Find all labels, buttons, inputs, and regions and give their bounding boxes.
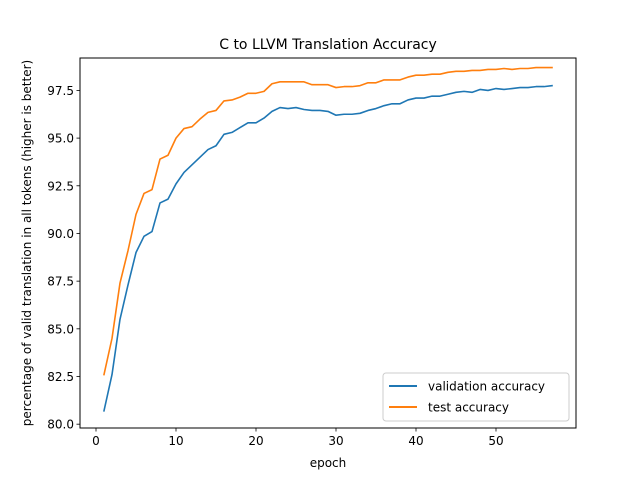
x-tick-label: 50 xyxy=(488,434,503,448)
x-tick-label: 40 xyxy=(408,434,423,448)
y-tick-label: 95.0 xyxy=(47,132,74,146)
chart-title: C to LLVM Translation Accuracy xyxy=(219,37,437,53)
x-tick-label: 0 xyxy=(92,434,100,448)
y-tick-label: 90.0 xyxy=(47,227,74,241)
legend: validation accuracy test accuracy xyxy=(382,372,570,422)
series-layer xyxy=(103,66,553,412)
y-tick-label: 87.5 xyxy=(47,275,74,289)
y-tick-label: 85.0 xyxy=(47,322,74,336)
legend-label-validation: validation accuracy xyxy=(428,380,545,394)
y-tick-label: 97.5 xyxy=(47,84,74,98)
y-axis-label: percentage of valid translation in all t… xyxy=(20,60,34,426)
test-accuracy-line xyxy=(103,66,553,376)
y-tick-label: 80.0 xyxy=(47,418,74,432)
legend-box xyxy=(382,372,570,422)
x-tick-label: 30 xyxy=(328,434,343,448)
plot-area-frame xyxy=(79,57,577,429)
legend-label-test: test accuracy xyxy=(428,401,509,415)
y-tick-label: 82.5 xyxy=(47,370,74,384)
x-tick-label: 10 xyxy=(168,434,183,448)
x-axis-label: epoch xyxy=(310,456,347,470)
ticks-layer: 0 10 20 30 40 50 80.0 82.5 85.0 87.5 90.0 92.5 95.0 9… xyxy=(47,84,503,448)
validation-accuracy-line xyxy=(103,84,553,412)
y-tick-label: 92.5 xyxy=(47,179,74,193)
x-tick-label: 20 xyxy=(248,434,263,448)
